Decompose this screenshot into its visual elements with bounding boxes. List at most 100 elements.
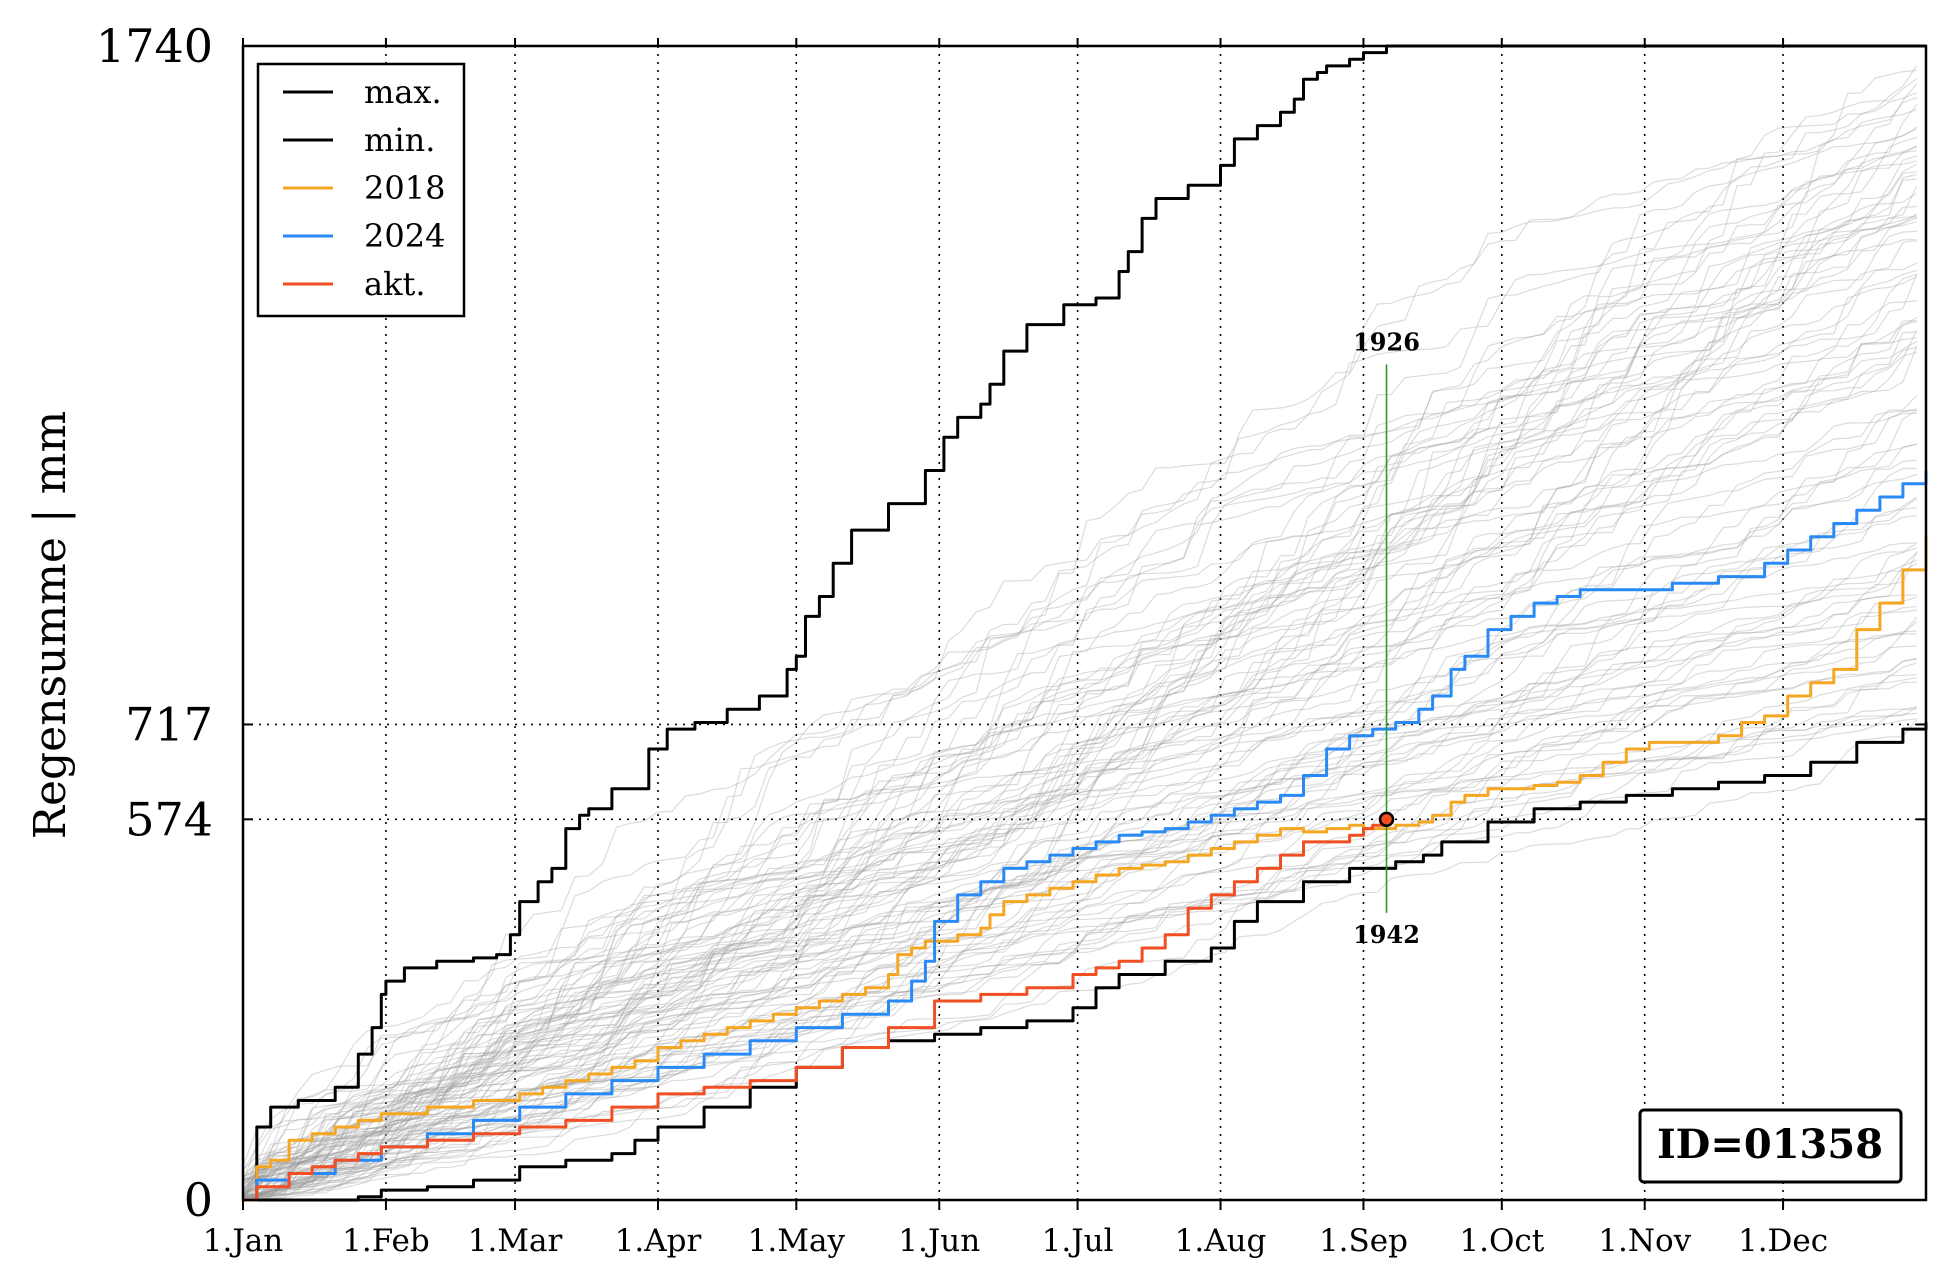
historical-line bbox=[242, 630, 1917, 1194]
x-tick-label-0: 1.Jan bbox=[203, 1223, 283, 1259]
historical-line bbox=[242, 178, 1917, 1197]
y-tick-label-2: 717 bbox=[125, 697, 213, 751]
x-tick-label-11: 1.Dec bbox=[1738, 1223, 1828, 1259]
historical-line bbox=[242, 145, 1918, 1200]
historical-line bbox=[242, 617, 1918, 1200]
x-tick-label-7: 1.Aug bbox=[1175, 1223, 1267, 1259]
historical-line bbox=[242, 340, 1918, 1198]
historical-line bbox=[242, 160, 1917, 1199]
historical-line bbox=[242, 706, 1917, 1200]
annotation-year-0: 1926 bbox=[1353, 327, 1420, 356]
current-value-point bbox=[1378, 811, 1395, 828]
legend-label-3: 2024 bbox=[364, 217, 445, 255]
historical-line bbox=[242, 459, 1917, 1198]
historical-line bbox=[242, 329, 1918, 1199]
historical-line bbox=[242, 150, 1917, 1197]
series-lines bbox=[243, 44, 1928, 1202]
historical-line bbox=[242, 542, 1917, 1198]
y-axis-ticks: 0 574 717 1740 bbox=[96, 19, 1926, 1227]
historical-line bbox=[242, 443, 1917, 1199]
x-tick-label-3: 1.Apr bbox=[615, 1223, 702, 1259]
historical-line bbox=[242, 104, 1918, 1188]
historical-line bbox=[242, 108, 1918, 1197]
historical-line bbox=[242, 171, 1917, 1199]
x-tick-label-8: 1.Sep bbox=[1319, 1223, 1408, 1259]
historical-line bbox=[242, 552, 1918, 1201]
historical-line bbox=[242, 269, 1917, 1198]
historical-line bbox=[242, 216, 1917, 1171]
series-line-2 bbox=[243, 536, 1928, 1202]
x-tick-label-9: 1.Oct bbox=[1459, 1223, 1544, 1259]
historical-line bbox=[242, 351, 1917, 1171]
historical-line bbox=[242, 262, 1918, 1197]
id-box-group: ID=01358 bbox=[1638, 1108, 1903, 1184]
historical-line bbox=[242, 473, 1917, 1197]
historical-line bbox=[242, 412, 1917, 1201]
historical-line bbox=[242, 239, 1917, 1167]
historical-line bbox=[242, 719, 1918, 1199]
historical-line bbox=[242, 409, 1917, 1200]
historical-line bbox=[242, 496, 1918, 1195]
historical-line bbox=[242, 498, 1918, 1200]
historical-line bbox=[242, 706, 1918, 1192]
historical-line bbox=[242, 569, 1917, 1177]
grid bbox=[243, 46, 1926, 1200]
series-line-4 bbox=[243, 819, 1388, 1202]
legend: max. min. 2018 2024 akt. bbox=[256, 62, 466, 318]
historical-line bbox=[242, 606, 1917, 1200]
historical-line bbox=[242, 65, 1918, 1183]
historical-line bbox=[242, 409, 1918, 1200]
id-box bbox=[1638, 1108, 1903, 1184]
historical-line bbox=[242, 321, 1917, 1191]
historical-line bbox=[242, 443, 1917, 1193]
historical-line bbox=[242, 596, 1917, 1198]
historical-line bbox=[242, 708, 1917, 1199]
historical-line bbox=[242, 126, 1918, 1190]
historical-line bbox=[242, 206, 1917, 1200]
historical-line bbox=[242, 718, 1917, 1201]
historical-line bbox=[242, 408, 1917, 1199]
historical-line bbox=[242, 331, 1917, 1200]
y-tick-label-1: 574 bbox=[125, 792, 213, 846]
series-line-0 bbox=[243, 44, 1926, 1202]
legend-label-0: max. bbox=[364, 73, 442, 111]
historical-line bbox=[242, 316, 1918, 1183]
historical-line bbox=[242, 128, 1918, 1181]
legend-box bbox=[256, 62, 466, 318]
historical-line bbox=[242, 78, 1918, 1196]
historical-line bbox=[242, 712, 1917, 1197]
historical-line bbox=[242, 346, 1917, 1180]
historical-line bbox=[242, 633, 1917, 1198]
historical-line bbox=[242, 240, 1917, 1198]
x-tick-label-6: 1.Jul bbox=[1042, 1223, 1114, 1259]
x-tick-label-2: 1.Mar bbox=[468, 1223, 563, 1259]
historical-line bbox=[242, 658, 1917, 1201]
y-axis-label: Regensumme | mm bbox=[25, 411, 76, 839]
x-tick-label-4: 1.May bbox=[748, 1223, 846, 1259]
historical-line bbox=[242, 273, 1917, 1200]
historical-line bbox=[242, 217, 1918, 1197]
id-label: ID=01358 bbox=[1657, 1121, 1883, 1168]
historical-line bbox=[242, 320, 1917, 1198]
historical-line bbox=[242, 155, 1917, 1200]
historical-line bbox=[242, 69, 1917, 1189]
historical-line bbox=[242, 97, 1917, 1196]
historical-line bbox=[242, 221, 1917, 1200]
historical-line bbox=[242, 300, 1917, 1198]
series-line-1 bbox=[243, 722, 1928, 1202]
plot-frame bbox=[241, 44, 1928, 1202]
x-tick-label-10: 1.Nov bbox=[1598, 1223, 1691, 1259]
y-tick-label-0: 0 bbox=[184, 1173, 213, 1227]
annotation-year-1: 1942 bbox=[1353, 920, 1420, 949]
historical-line bbox=[242, 273, 1918, 1181]
historical-line bbox=[242, 394, 1918, 1182]
historical-line bbox=[242, 192, 1918, 1197]
historical-line bbox=[242, 621, 1918, 1200]
x-tick-label-5: 1.Jun bbox=[898, 1223, 980, 1259]
y-tick-label-3: 1740 bbox=[96, 19, 213, 73]
historical-line bbox=[242, 467, 1917, 1201]
historical-line bbox=[242, 146, 1917, 1192]
historical-line bbox=[242, 215, 1917, 1199]
legend-items: max. min. 2018 2024 akt. bbox=[283, 73, 445, 303]
